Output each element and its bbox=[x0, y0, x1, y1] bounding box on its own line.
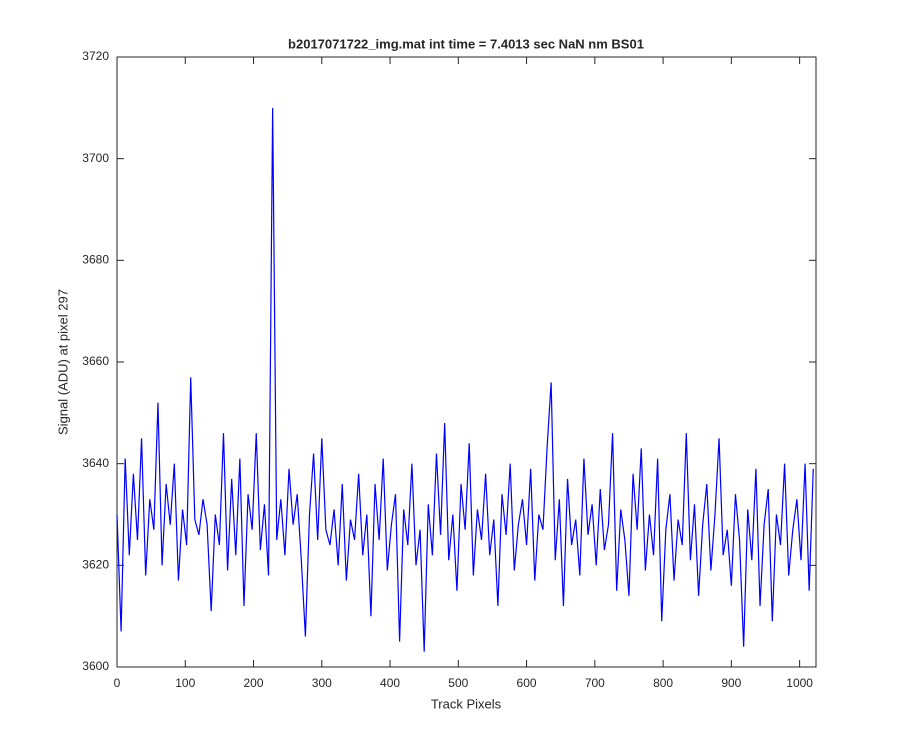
x-tick-label: 200 bbox=[244, 676, 264, 690]
y-tick-label: 3640 bbox=[82, 456, 109, 470]
data-line bbox=[116, 107, 814, 652]
x-tick-label: 900 bbox=[721, 676, 741, 690]
x-tick-label: 400 bbox=[380, 676, 400, 690]
y-tick-label: 3620 bbox=[82, 558, 109, 572]
y-tick-label: 3680 bbox=[82, 253, 109, 267]
chart-title: b2017071722_img.mat int time = 7.4013 se… bbox=[288, 36, 644, 51]
plot-frame bbox=[116, 56, 817, 668]
x-axis-label: Track Pixels bbox=[431, 696, 502, 711]
x-tick-label: 700 bbox=[585, 676, 605, 690]
x-tick-label: 1000 bbox=[786, 676, 813, 690]
y-axis-label: Signal (ADU) at pixel 297 bbox=[55, 289, 70, 435]
x-tick-label: 0 bbox=[114, 676, 121, 690]
x-tick-label: 100 bbox=[175, 676, 195, 690]
x-tick-label: 300 bbox=[312, 676, 332, 690]
x-tick-label: 800 bbox=[653, 676, 673, 690]
y-tick-label: 3700 bbox=[82, 151, 109, 165]
y-tick-label: 3660 bbox=[82, 354, 109, 368]
y-tick-label: 3720 bbox=[82, 49, 109, 63]
x-tick-label: 500 bbox=[448, 676, 468, 690]
x-tick-label: 600 bbox=[517, 676, 537, 690]
y-tick-label: 3600 bbox=[82, 659, 109, 673]
